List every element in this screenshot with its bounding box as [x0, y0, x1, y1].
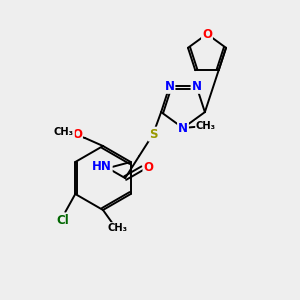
Text: S: S: [149, 128, 158, 141]
Text: CH₃: CH₃: [108, 223, 128, 233]
Text: Cl: Cl: [56, 214, 69, 226]
Text: O: O: [202, 28, 212, 40]
Text: HN: HN: [92, 160, 112, 172]
Text: CH₃: CH₃: [54, 127, 74, 137]
Text: N: N: [191, 80, 202, 93]
Text: O: O: [72, 128, 82, 142]
Text: N: N: [164, 80, 175, 93]
Text: O: O: [143, 160, 153, 174]
Text: N: N: [178, 122, 188, 134]
Text: CH₃: CH₃: [196, 121, 216, 131]
